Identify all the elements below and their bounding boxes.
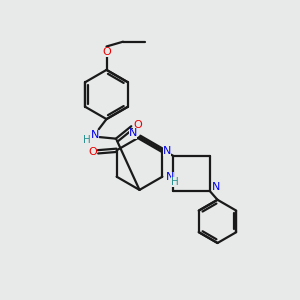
Text: N: N — [163, 146, 171, 156]
Text: H: H — [83, 135, 91, 145]
Text: O: O — [88, 147, 97, 157]
Text: O: O — [133, 119, 142, 130]
Text: H: H — [171, 177, 179, 187]
Text: N: N — [91, 130, 99, 140]
Text: N: N — [166, 172, 174, 182]
Text: N: N — [129, 128, 137, 139]
Text: O: O — [102, 47, 111, 57]
Text: N: N — [212, 182, 220, 192]
